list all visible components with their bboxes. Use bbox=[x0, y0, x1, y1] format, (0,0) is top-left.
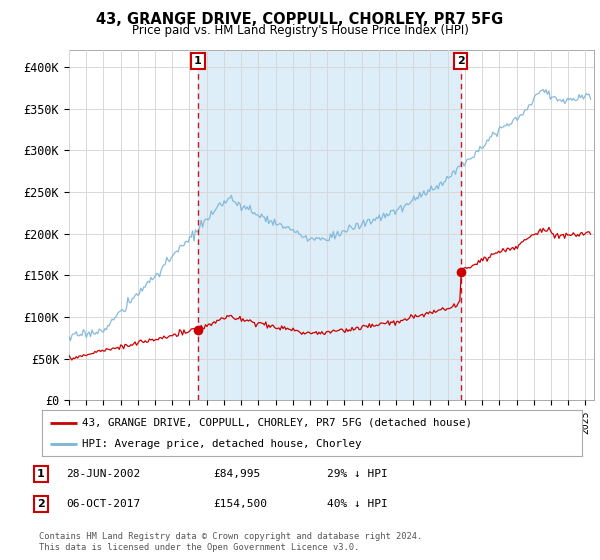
Text: £154,500: £154,500 bbox=[213, 499, 267, 509]
Text: 1: 1 bbox=[194, 56, 202, 66]
Text: HPI: Average price, detached house, Chorley: HPI: Average price, detached house, Chor… bbox=[83, 439, 362, 449]
Text: 06-OCT-2017: 06-OCT-2017 bbox=[66, 499, 140, 509]
Text: 2: 2 bbox=[457, 56, 464, 66]
Text: Contains HM Land Registry data © Crown copyright and database right 2024.
This d: Contains HM Land Registry data © Crown c… bbox=[39, 532, 422, 552]
Text: 1: 1 bbox=[37, 469, 44, 479]
Text: 43, GRANGE DRIVE, COPPULL, CHORLEY, PR7 5FG (detached house): 43, GRANGE DRIVE, COPPULL, CHORLEY, PR7 … bbox=[83, 418, 473, 428]
Text: 2: 2 bbox=[37, 499, 44, 509]
Text: 29% ↓ HPI: 29% ↓ HPI bbox=[327, 469, 388, 479]
Text: Price paid vs. HM Land Registry's House Price Index (HPI): Price paid vs. HM Land Registry's House … bbox=[131, 24, 469, 37]
Bar bbox=[198, 50, 461, 400]
Text: 40% ↓ HPI: 40% ↓ HPI bbox=[327, 499, 388, 509]
Bar bbox=[198, 50, 461, 400]
Text: £84,995: £84,995 bbox=[213, 469, 260, 479]
Text: 28-JUN-2002: 28-JUN-2002 bbox=[66, 469, 140, 479]
Text: 43, GRANGE DRIVE, COPPULL, CHORLEY, PR7 5FG: 43, GRANGE DRIVE, COPPULL, CHORLEY, PR7 … bbox=[97, 12, 503, 27]
